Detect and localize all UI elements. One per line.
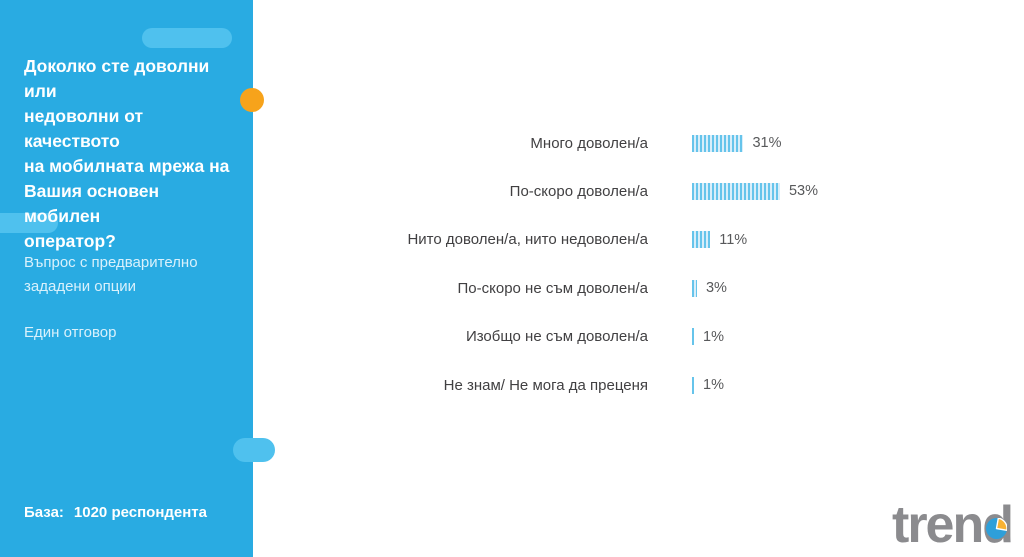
chart-row-bar xyxy=(692,328,694,346)
trend-logo: trend xyxy=(892,499,1014,551)
decor-pill-bottom xyxy=(233,438,275,462)
chart-row-label: Много доволен/а xyxy=(530,134,648,152)
chart-row-value: 1% xyxy=(703,328,724,345)
chart-row-value: 3% xyxy=(705,280,727,297)
chart-row: Много доволен/а 31% xyxy=(0,133,781,153)
chart-row-label: Изобщо не съм доволен/а xyxy=(465,328,648,346)
chart-row-label: Нито доволен/а, нито недоволен/а xyxy=(407,231,648,249)
chart-row: Нито доволен/а, нито недоволен/а 11% xyxy=(0,230,747,250)
chart-row-bar xyxy=(692,182,780,200)
question-note: Въпрос с предварително зададени опции xyxy=(24,254,198,295)
chart-row-value: 53% xyxy=(788,183,818,200)
chart-row-bar xyxy=(692,376,694,394)
sidebar: Доколко сте доволни или недоволни от кач… xyxy=(0,0,275,557)
chart-row: По-скоро доволен/а 53% xyxy=(0,181,818,201)
logo-pie-chart-icon xyxy=(986,518,1007,539)
chart-row: Не знам/ Не мога да преценя 1% xyxy=(0,375,724,395)
chart-row-value: 1% xyxy=(703,377,724,393)
chart-row-bar xyxy=(692,134,744,152)
chart-row-value: 11% xyxy=(719,231,748,248)
decor-pill-left xyxy=(0,213,58,233)
answer-type-note: Един отговор xyxy=(24,324,117,341)
base-line: База: 1020 респондента xyxy=(24,504,207,521)
decor-yellow-dot xyxy=(240,88,264,112)
decor-pill-top xyxy=(142,28,232,48)
chart-row-bar xyxy=(692,231,711,249)
chart-row-label: По-скоро не съм доволен/а xyxy=(457,279,649,297)
chart-row-label: Не знам/ Не мога да преценя xyxy=(443,376,648,394)
base-value: 1020 респондента xyxy=(73,504,207,521)
chart-row-label: По-скоро доволен/а xyxy=(509,182,648,200)
chart-row: По-скоро не съм доволен/а 3% xyxy=(0,278,727,298)
base-label: База: xyxy=(24,504,64,521)
question-title: Доколко сте доволни или недоволни от кач… xyxy=(24,56,230,251)
chart-row-value: 31% xyxy=(752,135,782,151)
chart-row-bar xyxy=(692,279,697,297)
chart-row: Изобщо не съм доволен/а 1% xyxy=(0,327,724,347)
